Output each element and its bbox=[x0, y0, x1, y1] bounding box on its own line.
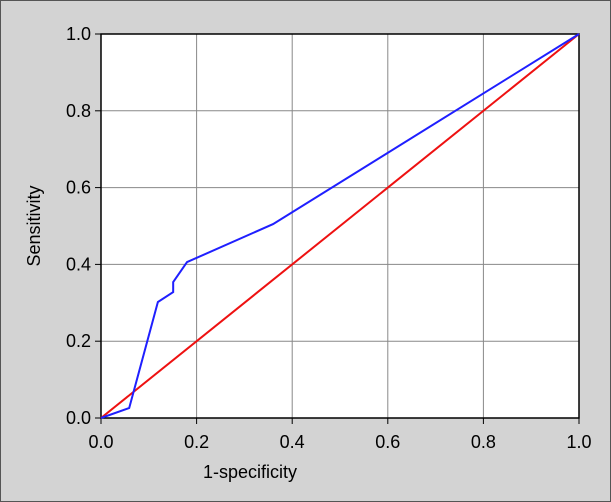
plot-frame bbox=[100, 33, 580, 419]
x-tick-label: 1.0 bbox=[566, 432, 591, 452]
y-tick-label: 0.8 bbox=[66, 101, 91, 121]
y-tick-label: 0.2 bbox=[66, 331, 91, 351]
x-tick-label: 0.0 bbox=[88, 432, 113, 452]
x-tick-label: 0.2 bbox=[184, 432, 209, 452]
y-tick-label: 0.0 bbox=[66, 408, 91, 428]
x-axis-label: 1-specificity bbox=[203, 462, 297, 482]
roc-line bbox=[100, 33, 580, 419]
y-tick-label: 0.4 bbox=[66, 254, 91, 274]
x-tick-label: 0.8 bbox=[471, 432, 496, 452]
y-tick-label: 0.6 bbox=[66, 178, 91, 198]
x-tick-label: 0.4 bbox=[280, 432, 305, 452]
x-tick-label: 0.6 bbox=[375, 432, 400, 452]
y-tick-label: 1.0 bbox=[66, 24, 91, 44]
y-axis-label: Sensitivity bbox=[24, 185, 44, 266]
roc-line bbox=[100, 33, 580, 419]
